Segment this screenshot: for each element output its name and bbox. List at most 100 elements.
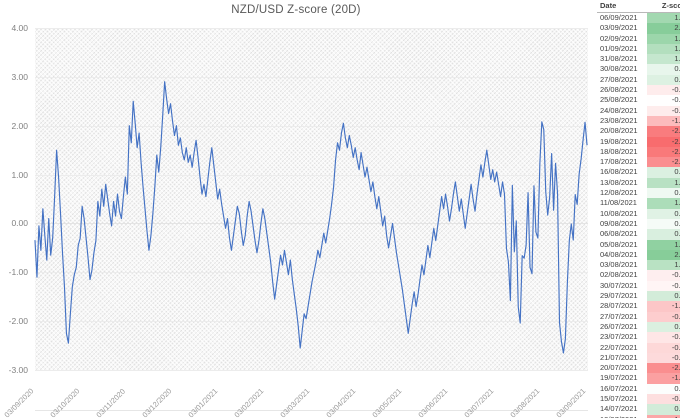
table-row[interactable]: 12/08/2021 0.27 [597, 188, 680, 199]
table-row[interactable]: 16/07/2021 0.05 [597, 383, 680, 394]
table-row[interactable]: 05/08/2021 1.92 [597, 239, 680, 250]
y-axis-tick-label: 4.00 [11, 23, 28, 33]
x-axis-tick-label: 03/12/2020 [140, 386, 174, 419]
cell-zscore: -0.71 [647, 342, 680, 353]
series-line-chart [35, 28, 588, 370]
gridline [35, 125, 588, 127]
cell-date: 22/07/2021 [600, 342, 638, 352]
table-row[interactable]: 24/08/2021 -0.35 [597, 105, 680, 116]
cell-zscore: -0.45 [647, 332, 680, 343]
cell-date: 25/08/2021 [600, 95, 638, 105]
cell-date: 19/07/2021 [600, 373, 638, 383]
table-row[interactable]: 03/09/2021 2.07 [597, 23, 680, 34]
cell-date: 26/08/2021 [600, 85, 638, 95]
cell-date: 27/08/2021 [600, 74, 638, 84]
y-axis-tick-label: 1.00 [11, 169, 28, 180]
y-axis: 4.00 3.00 2.00 1.00 0.00 -1.00 -2.00 -3.00 [0, 23, 32, 375]
table-row[interactable]: 26/07/2021 0.63 [597, 321, 680, 333]
table-row[interactable]: 26/08/2021 -0.34 [597, 85, 680, 96]
table-row[interactable]: 27/07/2021 -0.90 [597, 311, 680, 322]
table-row[interactable]: 30/07/2021 -0.18 [597, 280, 680, 292]
cell-date: 16/07/2021 [600, 383, 638, 393]
y-axis-tick-label: -1.00 [8, 267, 28, 278]
x-axis-tick-label: 03/11/2020 [94, 386, 127, 419]
table-row[interactable]: 29/07/2021 0.77 [597, 291, 680, 302]
cell-date: 19/08/2021 [600, 136, 638, 146]
table-row[interactable]: 21/07/2021 -0.66 [597, 352, 680, 364]
gridline [35, 174, 588, 176]
table-row[interactable]: 30/08/2021 0.39 [597, 64, 680, 75]
table-row[interactable]: 22/07/2021 -0.71 [597, 342, 680, 353]
cell-date: 01/09/2021 [600, 43, 638, 53]
y-axis-tick-label: -3.00 [8, 365, 28, 375]
table-row[interactable]: 17/08/2021 -2.03 [597, 157, 680, 168]
x-axis-tick-label: 03/01/2021 [186, 386, 220, 419]
zscore-data-table[interactable]: Date Z-score 06/09/2021 1.61 03/09/2021 2.0… [597, 0, 680, 418]
table-row[interactable]: 14/07/2021 0.78 [597, 404, 680, 415]
y-axis-tick-label: 3.00 [11, 71, 28, 82]
cell-date: 09/08/2021 [600, 218, 638, 228]
cell-date: 13/08/2021 [600, 177, 638, 187]
table-row[interactable]: 28/07/2021 -1.03 [597, 301, 680, 312]
table-row[interactable]: 09/08/2021 0.17 [597, 218, 680, 230]
cell-date: 31/08/2021 [600, 54, 638, 64]
cell-zscore: 0.63 [647, 321, 680, 333]
table-row[interactable]: 20/07/2021 -2.04 [597, 363, 680, 374]
x-axis-tick-label: 03/05/2021 [370, 386, 404, 419]
table-row[interactable]: 04/08/2021 2.08 [597, 249, 680, 261]
cell-date: 20/08/2021 [600, 126, 638, 136]
x-axis-tick-label: 03/06/2021 [416, 386, 450, 419]
table-row[interactable]: 06/09/2021 1.61 [597, 12, 680, 24]
cell-zscore: -1.58 [647, 414, 680, 418]
table-row[interactable]: 01/09/2021 1.32 [597, 43, 680, 55]
table-row[interactable]: 11/08/2021 1.43 [597, 198, 680, 209]
gridline [35, 28, 588, 29]
cell-date: 16/08/2021 [600, 167, 638, 177]
cell-date: 10/08/2021 [600, 208, 638, 218]
table-row[interactable]: 10/08/2021 0.54 [597, 208, 680, 219]
cell-zscore: -0.90 [647, 311, 680, 322]
table-row[interactable]: 15/07/2021 -0.58 [597, 393, 680, 405]
cell-zscore: -2.65 [647, 136, 680, 147]
cell-date: 23/07/2021 [600, 332, 638, 342]
x-axis-tick-label: 03/08/2021 [508, 386, 542, 419]
table-row[interactable]: 27/08/2021 0.59 [597, 74, 680, 86]
gridline [35, 272, 588, 274]
cell-date: 06/09/2021 [600, 13, 638, 22]
table-row[interactable]: 02/09/2021 1.71 [597, 33, 680, 44]
cell-zscore: 0.59 [647, 74, 680, 86]
table-row[interactable]: 23/08/2021 -1.22 [597, 115, 680, 127]
table-row[interactable]: 20/08/2021 -2.36 [597, 126, 680, 137]
cell-date: 24/08/2021 [600, 105, 638, 115]
cell-date: 14/07/2021 [600, 404, 638, 414]
plot-area [35, 28, 588, 371]
cell-date: 30/07/2021 [600, 280, 638, 290]
cell-zscore: 0.54 [647, 208, 680, 219]
cell-zscore: -2.04 [647, 363, 680, 374]
table-row[interactable]: 16/08/2021 0.62 [597, 167, 680, 178]
table-row[interactable]: 19/07/2021 -1.71 [597, 373, 680, 384]
table-row[interactable]: 13/07/2021-1.58 [597, 414, 680, 418]
x-axis-tick-label: 03/09/2021 [554, 386, 588, 419]
table-row[interactable]: 19/08/2021 -2.65 [597, 136, 680, 147]
cell-zscore: 0.17 [647, 218, 680, 230]
table-row[interactable]: 02/08/2021 -0.30 [597, 270, 680, 281]
table-row[interactable]: 23/07/2021 -0.45 [597, 332, 680, 343]
cell-zscore: 0.05 [647, 383, 680, 394]
table-row[interactable]: 13/08/2021 1.23 [597, 177, 680, 189]
cell-zscore: -1.71 [647, 373, 680, 384]
table-row[interactable]: 03/08/2021 1.22 [597, 260, 680, 271]
cell-date: 05/08/2021 [600, 239, 638, 249]
cell-zscore: -0.35 [647, 105, 680, 116]
table-row[interactable]: 18/08/2021 -2.42 [597, 146, 680, 158]
cell-date: 11/08/2021 [600, 198, 637, 208]
cell-zscore: 0.39 [647, 64, 680, 75]
table-row[interactable]: 25/08/2021 -0.01 [597, 95, 680, 106]
cell-zscore: 1.71 [647, 33, 680, 44]
gridline [35, 370, 588, 371]
column-header-zscore: Z-score [647, 0, 680, 13]
cell-zscore: -2.42 [647, 146, 680, 158]
table-row[interactable]: 06/08/2021 0.65 [597, 229, 680, 240]
table-row[interactable]: 31/08/2021 1.01 [597, 54, 680, 65]
